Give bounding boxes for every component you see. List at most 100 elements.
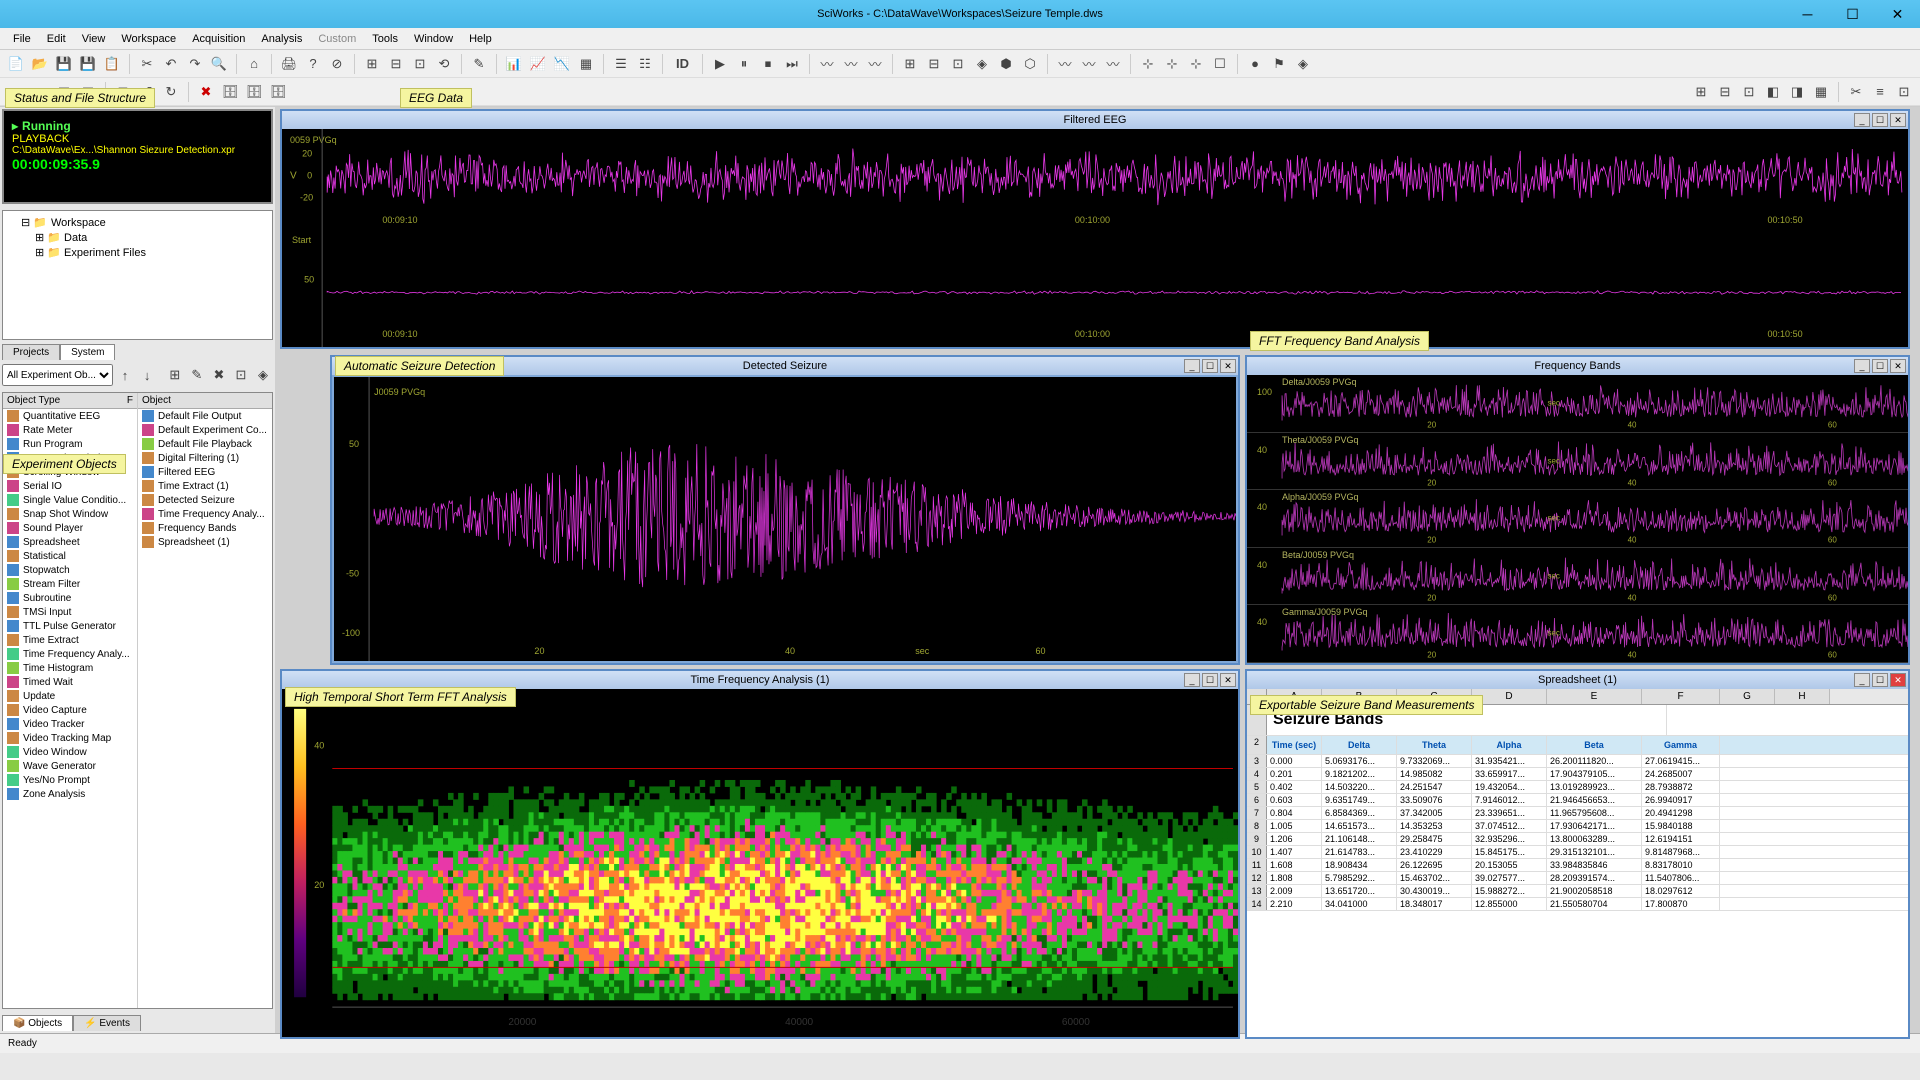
b3-icon[interactable]: 〰: [1102, 53, 1124, 75]
object-row[interactable]: Filtered EEG: [138, 465, 272, 479]
a3-icon[interactable]: ⊡: [947, 53, 969, 75]
table-row[interactable]: 60.6039.6351749...33.5090767.9146012...2…: [1247, 794, 1908, 807]
object-type-row[interactable]: Scrolling Window: [3, 465, 137, 479]
object-row[interactable]: Spreadsheet (1): [138, 535, 272, 549]
object-type-row[interactable]: Rate Meter: [3, 423, 137, 437]
table-row[interactable]: 121.8085.7985292...15.463702...39.027577…: [1247, 872, 1908, 885]
menu-file[interactable]: File: [5, 31, 39, 47]
object-type-row[interactable]: Wave Generator: [3, 759, 137, 773]
object-type-row[interactable]: Subroutine: [3, 591, 137, 605]
tree-item[interactable]: ⊞ 📁 Data: [7, 230, 268, 245]
menu-view[interactable]: View: [74, 31, 114, 47]
maximize-button[interactable]: ☐: [1830, 0, 1875, 28]
panel-min-icon[interactable]: _: [1854, 359, 1870, 373]
w2-icon[interactable]: 〰: [840, 53, 862, 75]
db3-icon[interactable]: 🗄: [267, 81, 289, 103]
stop-icon[interactable]: ⏹: [757, 53, 779, 75]
a4-icon[interactable]: ◈: [971, 53, 993, 75]
object-type-row[interactable]: Scatter Plot Window: [3, 451, 137, 465]
f3-icon[interactable]: ↻: [160, 81, 182, 103]
object-type-row[interactable]: Statistical: [3, 549, 137, 563]
table-row[interactable]: 132.00913.651720...30.430019...15.988272…: [1247, 885, 1908, 898]
object-type-row[interactable]: Video Tracking Map: [3, 731, 137, 745]
close-button[interactable]: ✕: [1875, 0, 1920, 28]
object-row[interactable]: Default File Output: [138, 409, 272, 423]
a6-icon[interactable]: ⬡: [1019, 53, 1041, 75]
panel-max-icon[interactable]: ☐: [1872, 359, 1888, 373]
panel-close-icon[interactable]: ✕: [1220, 673, 1236, 687]
new-icon[interactable]: 📄: [5, 53, 27, 75]
table-row[interactable]: 30.0005.0693176...9.7332069...31.935421.…: [1247, 755, 1908, 768]
g3-icon[interactable]: ⊡: [1738, 81, 1760, 103]
table-row[interactable]: 111.60818.90843426.12269520.15305533.984…: [1247, 859, 1908, 872]
menu-custom[interactable]: Custom: [310, 31, 364, 47]
flag-icon[interactable]: ⚑: [1268, 53, 1290, 75]
table-row[interactable]: 101.40721.614783...23.41022915.845175...…: [1247, 846, 1908, 859]
del-icon[interactable]: ✖: [195, 81, 217, 103]
redo-icon[interactable]: ↷: [184, 53, 206, 75]
object-row[interactable]: Time Extract (1): [138, 479, 272, 493]
db1-icon[interactable]: 🗄: [219, 81, 241, 103]
column-header[interactable]: D: [1472, 689, 1547, 704]
a2-icon[interactable]: ⊟: [923, 53, 945, 75]
minimize-button[interactable]: ─: [1785, 0, 1830, 28]
object-type-row[interactable]: Video Window: [3, 745, 137, 759]
e1-icon[interactable]: ▭: [5, 81, 27, 103]
panel-min-icon[interactable]: _: [1184, 359, 1200, 373]
a1-icon[interactable]: ⊞: [899, 53, 921, 75]
object-type-row[interactable]: Time Frequency Analy...: [3, 647, 137, 661]
w1-icon[interactable]: 〰: [816, 53, 838, 75]
panel-max-icon[interactable]: ☐: [1202, 359, 1218, 373]
cancel-icon[interactable]: ⊘: [326, 53, 348, 75]
object-type-row[interactable]: TTL Pulse Generator: [3, 619, 137, 633]
panel-close-icon[interactable]: ✕: [1890, 673, 1906, 687]
object-type-row[interactable]: Time Histogram: [3, 661, 137, 675]
filter2-icon[interactable]: ✎: [187, 364, 207, 386]
object-type-row[interactable]: Quantitative EEG: [3, 409, 137, 423]
column-header[interactable]: H: [1775, 689, 1830, 704]
home-icon[interactable]: ⌂: [243, 53, 265, 75]
chart1-icon[interactable]: 📊: [503, 53, 525, 75]
grid-icon[interactable]: ▦: [575, 53, 597, 75]
zoom-in-icon[interactable]: ⊞: [361, 53, 383, 75]
g4-icon[interactable]: ◧: [1762, 81, 1784, 103]
tree-root[interactable]: ⊟ 📁 Workspace: [7, 215, 268, 230]
menu-acquisition[interactable]: Acquisition: [184, 31, 253, 47]
object-row[interactable]: Frequency Bands: [138, 521, 272, 535]
panel-close-icon[interactable]: ✕: [1890, 359, 1906, 373]
sort-asc-icon[interactable]: ↑: [115, 364, 135, 386]
object-type-row[interactable]: Sound Player: [3, 521, 137, 535]
object-type-row[interactable]: Timed Wait: [3, 675, 137, 689]
rec-icon[interactable]: ●: [1244, 53, 1266, 75]
id-button[interactable]: ID: [669, 53, 696, 75]
object-type-row[interactable]: Spreadsheet: [3, 535, 137, 549]
table-row[interactable]: 81.00514.651573...14.35325337.074512...1…: [1247, 820, 1908, 833]
b2-icon[interactable]: 〰: [1078, 53, 1100, 75]
zoom-out-icon[interactable]: ⊟: [385, 53, 407, 75]
filter3-icon[interactable]: ✖: [209, 364, 229, 386]
help-icon[interactable]: ?: [302, 53, 324, 75]
g5-icon[interactable]: ◨: [1786, 81, 1808, 103]
column-header[interactable]: A: [1267, 689, 1322, 704]
skip-icon[interactable]: ⏭: [781, 53, 803, 75]
list2-icon[interactable]: ☷: [634, 53, 656, 75]
f2-icon[interactable]: ↺: [136, 81, 158, 103]
object-type-row[interactable]: Update: [3, 689, 137, 703]
e4-icon[interactable]: ◨: [77, 81, 99, 103]
c1-icon[interactable]: ⊹: [1137, 53, 1159, 75]
f1-icon[interactable]: ⊞: [112, 81, 134, 103]
chart3-icon[interactable]: 📉: [551, 53, 573, 75]
tab-objects[interactable]: 📦 Objects: [2, 1015, 73, 1031]
object-row[interactable]: Time Frequency Analy...: [138, 507, 272, 521]
panel-close-icon[interactable]: ✕: [1220, 359, 1236, 373]
object-type-row[interactable]: Serial IO: [3, 479, 137, 493]
filter4-icon[interactable]: ⊡: [231, 364, 251, 386]
object-type-row[interactable]: Zone Analysis: [3, 787, 137, 801]
object-type-row[interactable]: Yes/No Prompt: [3, 773, 137, 787]
table-row[interactable]: 142.21034.04100018.34801712.85500021.550…: [1247, 898, 1908, 911]
db2-icon[interactable]: 🗄: [243, 81, 265, 103]
find-icon[interactable]: 🔍: [208, 53, 230, 75]
object-type-row[interactable]: Snap Shot Window: [3, 507, 137, 521]
menu-tools[interactable]: Tools: [364, 31, 406, 47]
tree-item[interactable]: ⊞ 📁 Experiment Files: [7, 245, 268, 260]
